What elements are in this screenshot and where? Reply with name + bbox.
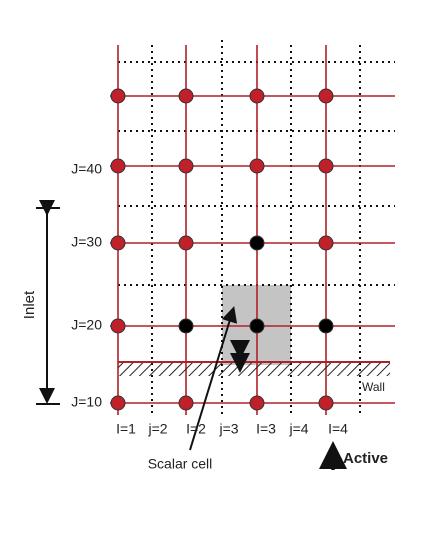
column-label: I=1 <box>116 421 136 437</box>
wall-label: Wall <box>362 380 385 394</box>
row-label: J=10 <box>71 394 102 410</box>
inlet-label: Inlet <box>21 290 38 319</box>
column-label: I=4 <box>328 421 348 437</box>
column-label: I=2 <box>186 421 206 437</box>
row-label: J=30 <box>71 234 102 250</box>
row-label: J=20 <box>71 317 102 333</box>
scalar-cell-arrow <box>189 306 238 451</box>
scalar-cell-label: Scalar cell <box>148 456 213 472</box>
active-label: Active <box>343 450 388 467</box>
inlet-bracket <box>36 200 60 405</box>
column-label: I=3 <box>256 421 276 437</box>
wall <box>118 361 390 376</box>
column-label: j=3 <box>218 421 238 437</box>
nodes <box>110 88 334 411</box>
column-label: j=4 <box>288 421 308 437</box>
row-label: J=40 <box>71 161 102 177</box>
column-label: j=2 <box>147 421 167 437</box>
